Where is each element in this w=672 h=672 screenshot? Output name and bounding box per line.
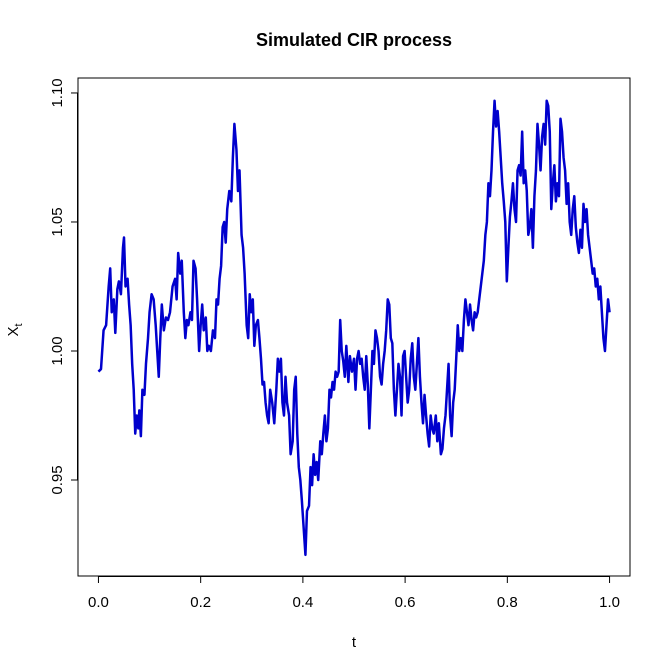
x-tick-label: 1.0: [599, 594, 620, 611]
y-axis-label: Xt: [5, 323, 25, 336]
data-line: [97, 99, 611, 557]
y-tick-label: 1.05: [49, 207, 66, 236]
x-tick-label: 0.6: [395, 594, 416, 611]
y-tick-label: 1.10: [49, 78, 66, 107]
x-tick-label: 0.0: [88, 594, 109, 611]
x-tick-label: 0.8: [497, 594, 518, 611]
y-axis-label-sub: t: [13, 323, 25, 326]
y-tick-label: 1.00: [49, 336, 66, 365]
x-tick-label: 0.4: [292, 594, 313, 611]
x-axis-label: t: [352, 634, 357, 651]
x-tick-label: 0.2: [190, 594, 211, 611]
y-tick-label: 0.95: [49, 465, 66, 494]
chart-title: Simulated CIR process: [256, 30, 452, 50]
y-axis-label-main: X: [5, 327, 22, 337]
